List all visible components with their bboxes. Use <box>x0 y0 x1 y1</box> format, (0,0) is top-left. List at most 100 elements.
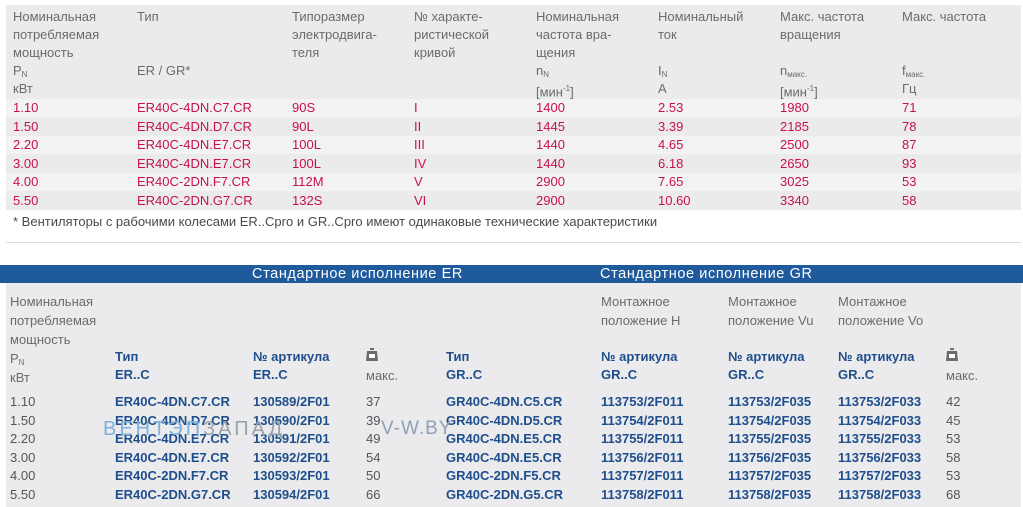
t2-cell-type-gr: GR40C-4DN.D5.CR <box>446 412 563 428</box>
t2-cell-weight-gr: 45 <box>946 412 961 428</box>
t2-header-art-vo-line1: № артикула <box>838 349 915 364</box>
t1-header-speed-line1: Номинальная <box>536 9 620 24</box>
t1-header-type-label: Тип <box>137 9 159 24</box>
t1-header-size-line1: Типоразмер <box>292 9 365 24</box>
t1-header-current: Номинальный ток IN A <box>658 8 743 98</box>
t1-header-speed-unit: [мин-1] <box>536 84 574 100</box>
watermark-url: V-W.BY <box>381 418 453 439</box>
t1-cell-curve: IV <box>414 155 427 171</box>
t2-header-mount-h: Монтажное положение H <box>601 292 680 330</box>
t2-header-art-h-line2: GR..C <box>601 367 638 382</box>
t2-cell-article-vu: 113756/2F035 <box>728 449 812 465</box>
t1-cell-curve: II <box>414 118 422 134</box>
t2-header-art-vu-line1: № артикула <box>728 349 805 364</box>
t1-header-curve-line2: ристической <box>414 27 490 42</box>
t1-cell-power: 5.50 <box>13 193 39 208</box>
t2-cell-weight-gr: 68 <box>946 487 961 502</box>
t1-header-power-line3: мощность <box>13 45 74 60</box>
t2-header-type-er: Тип ER..C <box>115 348 150 384</box>
t1-cell-maxspeed: 1980 <box>780 100 809 115</box>
t2-header-art-er: № артикула ER..C <box>253 348 330 384</box>
t1-header-maxspeed-symbol: nмакс. <box>780 63 807 79</box>
t1-cell-size: 100L <box>292 137 321 153</box>
t2-cell-weight-gr: 53 <box>946 431 961 447</box>
t1-header-power-line2: потребляемая <box>13 27 100 42</box>
t2-cell-article-er: 130593/2F01 <box>253 468 330 484</box>
t2-header-mount-vo: Монтажное положение Vo <box>838 292 923 330</box>
t1-cell-type: ER40C-4DN.E7.CR <box>137 137 252 153</box>
t2-header-power-symbol: PN <box>10 351 25 367</box>
t1-cell-power: 1.10 <box>13 100 39 115</box>
t2-cell-article-h: 113758/2F011 <box>601 487 684 502</box>
t2-header-weight-er: макс. <box>366 348 398 385</box>
t2-header-art-vu: № артикула GR..C <box>728 348 805 384</box>
t1-cell-maxfreq: 78 <box>902 118 917 134</box>
t2-header-art-vu-line2: GR..C <box>728 367 765 382</box>
t2-header-type-er-line1: Тип <box>115 349 139 364</box>
t1-cell-size: 100L <box>292 155 321 171</box>
t1-cell-size: 112M <box>292 174 324 190</box>
t2-header-power-line3: мощность <box>10 332 71 347</box>
t1-header-size-line2: электродвига- <box>292 27 377 42</box>
t1-header-curve-line1: № характе- <box>414 9 483 24</box>
t1-cell-type: ER40C-2DN.G7.CR <box>137 193 253 208</box>
t2-cell-article-vu: 113753/2F035 <box>728 394 812 409</box>
t1-cell-current: 4.65 <box>658 137 684 153</box>
t1-footnote: * Вентиляторы с рабочими колесами ER..Cp… <box>13 214 658 229</box>
t2-cell-type-gr: GR40C-2DN.F5.CR <box>446 468 561 484</box>
t2-header-power-line2: потребляемая <box>10 313 97 328</box>
t2-cell-type-er: ER40C-4DN.C7.CR <box>115 394 230 409</box>
t1-row-stripe <box>6 173 1021 192</box>
t2-header-art-er-line1: № артикула <box>253 349 330 364</box>
t1-cell-power: 3.00 <box>13 155 39 171</box>
t1-header-type-sub: ER / GR* <box>137 63 191 78</box>
t2-header-mount-vo-line1: Монтажное <box>838 294 907 309</box>
t2-cell-article-h: 113753/2F011 <box>601 394 684 409</box>
t2-header-mount-vo-line2: положение Vo <box>838 313 924 328</box>
t1-cell-current: 2.53 <box>658 100 684 115</box>
t2-header-art-vo: № артикула GR..C <box>838 348 915 384</box>
t2-cell-weight-er: 50 <box>366 468 381 484</box>
t2-cell-article-vo: 113755/2F033 <box>838 431 922 447</box>
t1-header-maxspeed: Макс. частота вращения nмакс. [мин-1] <box>780 8 864 101</box>
t2-header-art-h-line1: № артикула <box>601 349 678 364</box>
t2-header-type-gr: Тип GR..C <box>446 348 482 384</box>
t1-header-curve-line3: кривой <box>414 45 456 60</box>
t2-header-power: Номинальная потребляемая мощность PN кВт <box>10 292 96 387</box>
t1-cell-type: ER40C-4DN.C7.CR <box>137 100 252 115</box>
t1-cell-maxfreq: 53 <box>902 174 917 190</box>
t2-header-type-gr-line1: Тип <box>446 349 470 364</box>
t2-cell-type-er: ER40C-2DN.G7.CR <box>115 487 231 502</box>
t2-cell-type-gr: GR40C-4DN.E5.CR <box>446 431 562 447</box>
t2-cell-weight-gr: 58 <box>946 449 961 465</box>
t1-cell-maxfreq: 87 <box>902 137 917 153</box>
t1-header-current-line2: ток <box>658 27 677 42</box>
t2-cell-article-er: 130594/2F01 <box>253 487 330 502</box>
t2-header-mount-vu-line1: Монтажное <box>728 294 797 309</box>
t1-header-maxspeed-line1: Макс. частота <box>780 9 865 24</box>
t1-cell-current: 6.18 <box>658 155 684 171</box>
t2-cell-article-h: 113755/2F011 <box>601 431 684 447</box>
t1-cell-curve: I <box>414 100 418 115</box>
t2-header-type-gr-line2: GR..C <box>446 367 483 382</box>
t1-row-stripe <box>6 99 1021 117</box>
t1-cell-maxfreq: 71 <box>902 100 917 115</box>
t1-cell-curve: VI <box>414 193 427 208</box>
t1-cell-size: 90L <box>292 118 314 134</box>
t1-header-size: Типоразмер электродвига- теля <box>292 8 377 62</box>
t1-header-speed: Номинальная частота вра- щения nN [мин-1… <box>536 8 619 101</box>
t2-cell-article-vo: 113757/2F033 <box>838 468 922 484</box>
t1-cell-size: 90S <box>292 100 316 115</box>
t2-cell-article-h: 113754/2F011 <box>601 412 684 428</box>
t1-cell-speed: 1445 <box>536 118 565 134</box>
t1-header-current-line1: Номинальный <box>658 9 744 24</box>
t1-cell-speed: 1400 <box>536 100 565 115</box>
t2-cell-type-er: ER40C-2DN.F7.CR <box>115 468 229 484</box>
t2-cell-power: 2.20 <box>10 431 36 447</box>
t2-header-power-line1: Номинальная <box>10 294 94 309</box>
t1-header-speed-symbol: nN <box>536 63 550 79</box>
table2-background <box>6 283 1021 507</box>
t2-cell-weight-gr: 53 <box>946 468 961 484</box>
t1-cell-maxspeed: 3025 <box>780 174 809 190</box>
